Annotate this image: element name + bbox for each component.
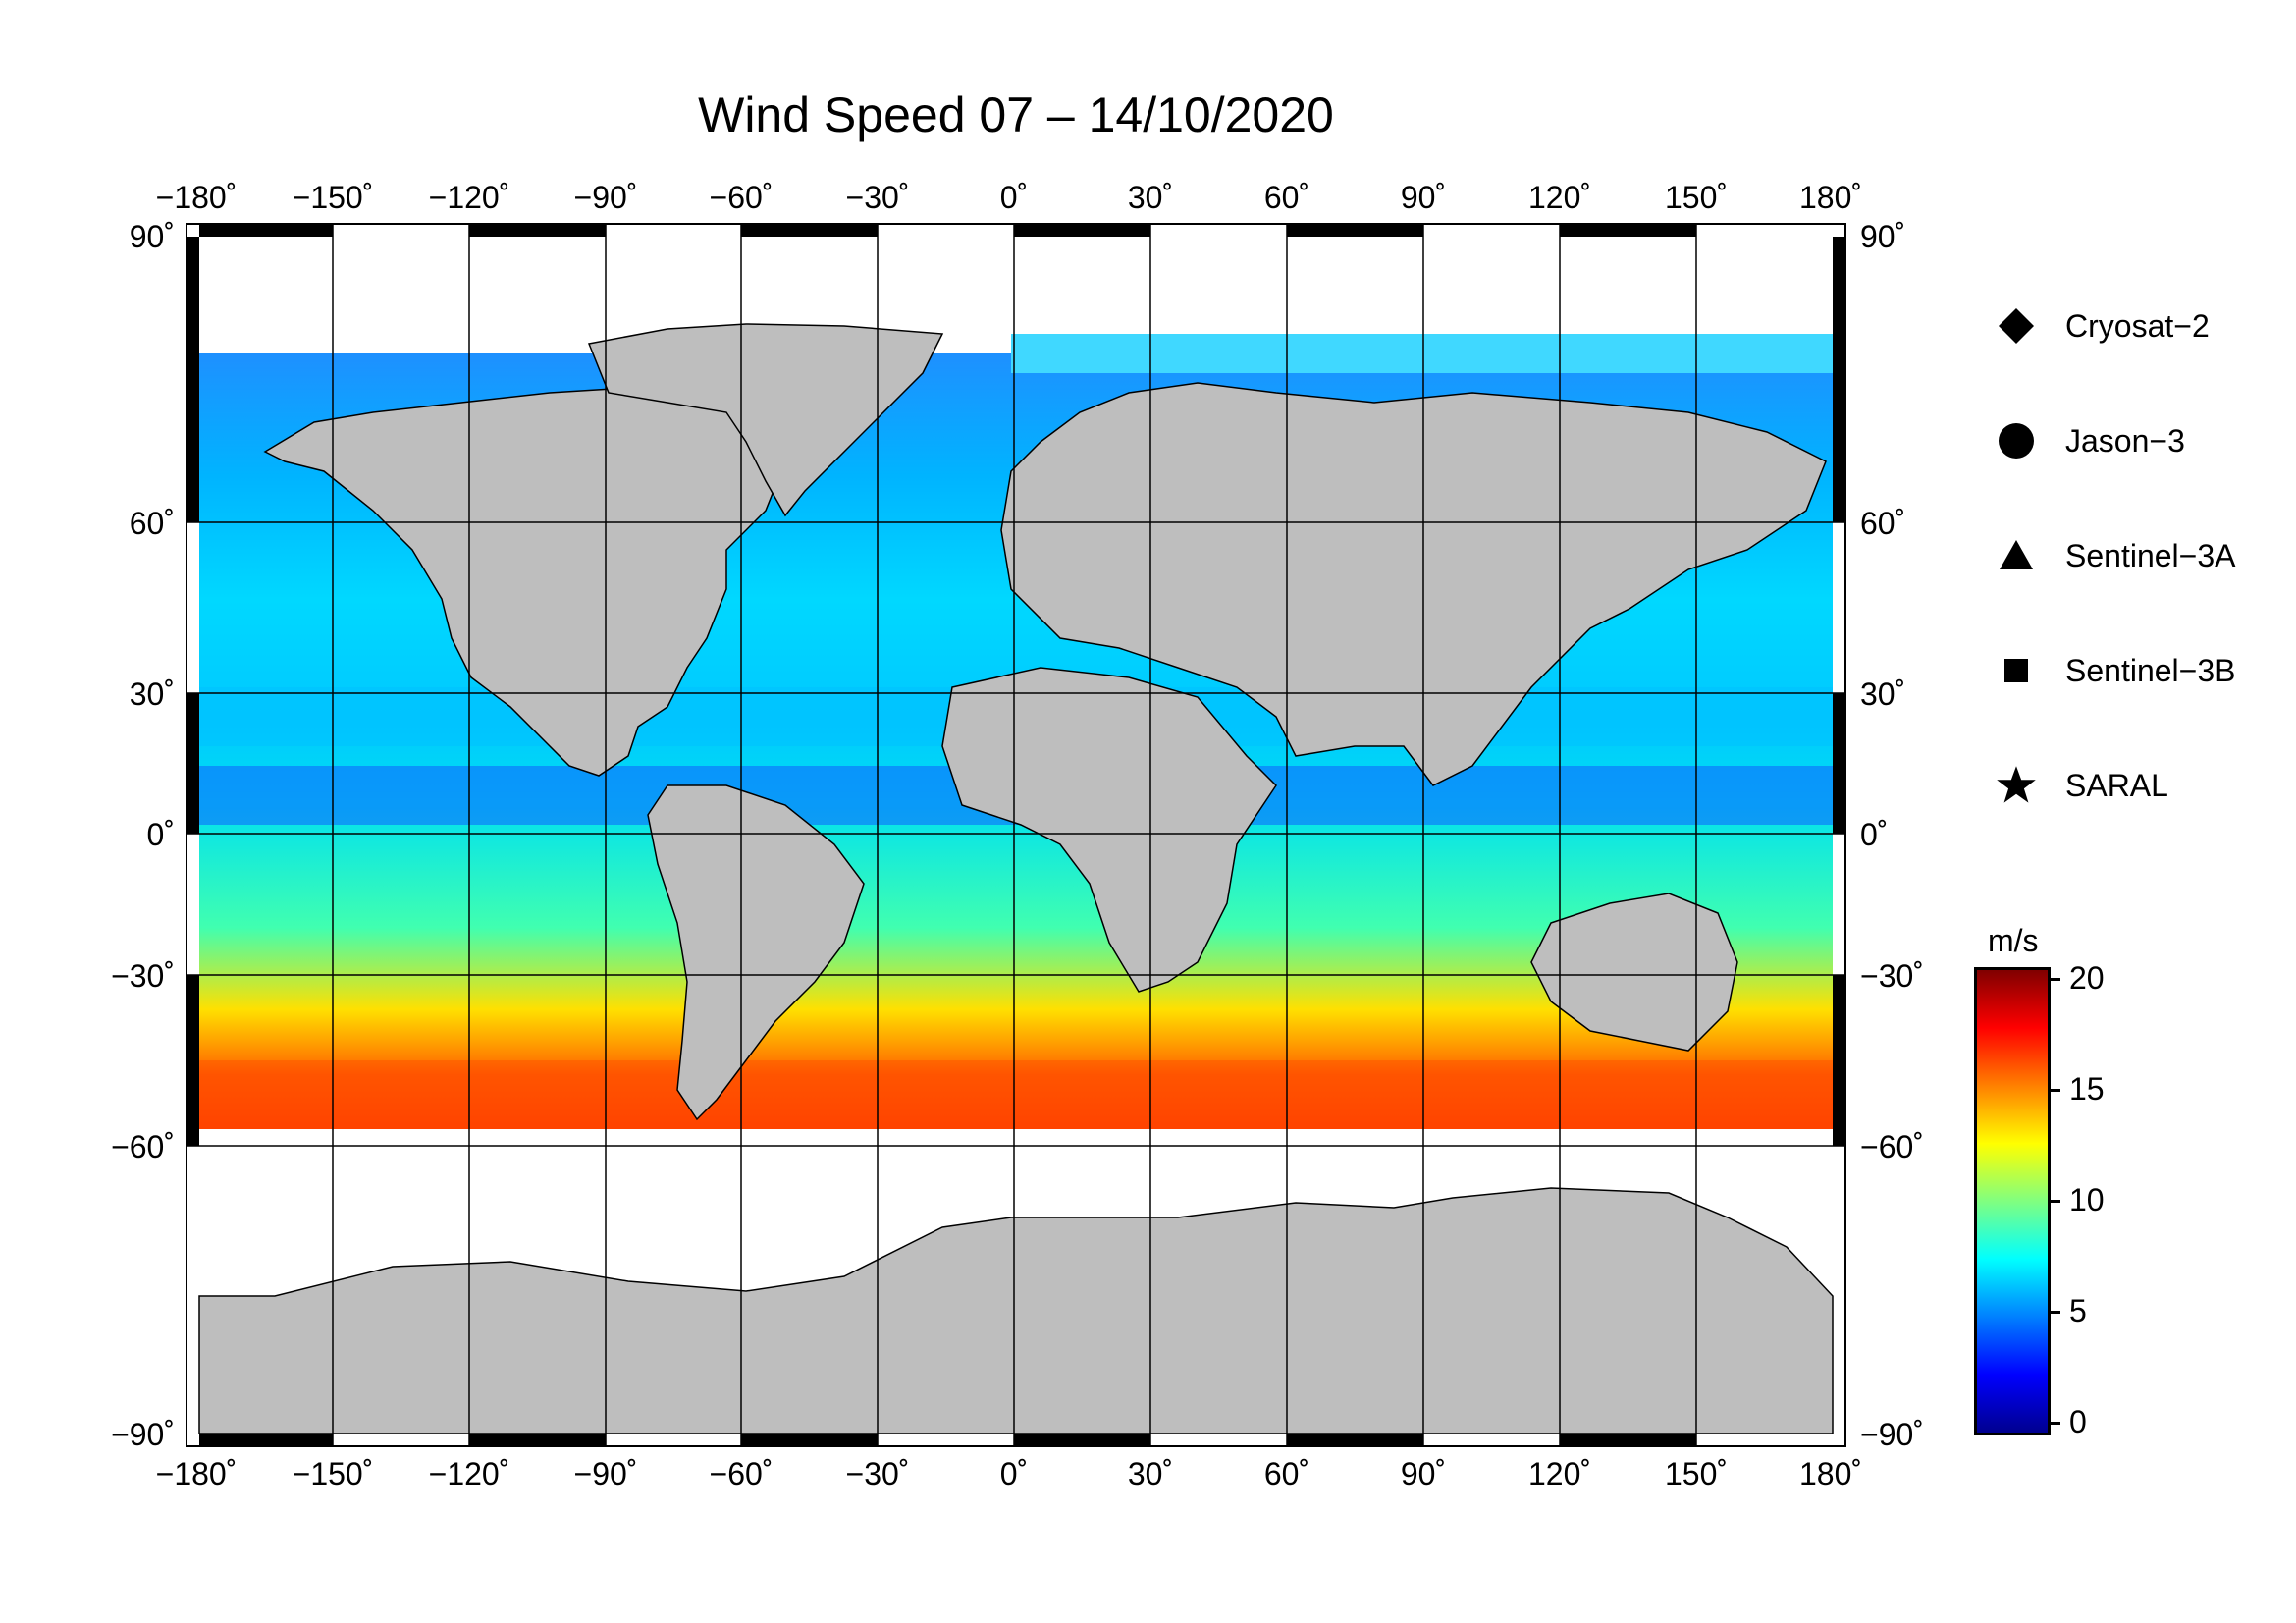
lat-tick-label: −30˚: [111, 958, 175, 994]
greenland: [587, 323, 944, 517]
lon-ticks-top: −180˚ −150˚ −120˚ −90˚ −60˚ −30˚ 0˚ 30˚ …: [156, 180, 1862, 215]
colorbar-tick-label: 20: [2069, 960, 2105, 996]
colorbar-unit: m/s: [1988, 923, 2039, 958]
lon-tick-label: 60˚: [1264, 1456, 1309, 1491]
lat-ticks-left: 90˚ 60˚ 30˚ 0˚ −30˚ −60˚ −90˚: [111, 219, 175, 1452]
legend-label: Jason−3: [2065, 422, 2185, 459]
legend-label: Sentinel−3A: [2065, 537, 2236, 573]
lon-tick-label: 150˚: [1665, 1456, 1728, 1491]
lat-tick-label: 90˚: [1860, 219, 1905, 254]
lon-tick-label: −90˚: [574, 1456, 638, 1491]
lon-tick-label: 180˚: [1799, 1456, 1862, 1491]
legend-label: Cryosat−2: [2065, 307, 2210, 344]
lon-tick-label: 120˚: [1528, 1456, 1591, 1491]
colorbar: [1974, 967, 2051, 1435]
colorbar-tick-label: 15: [2069, 1071, 2105, 1107]
lat-tick-label: −60˚: [111, 1129, 175, 1164]
star-icon: [1993, 762, 2040, 809]
lon-tick-label: −60˚: [710, 1456, 774, 1491]
lon-tick-label: −60˚: [710, 180, 774, 215]
lon-tick-label: 0˚: [1000, 1456, 1028, 1491]
graticule: [187, 224, 1845, 1446]
eurasia: [1000, 382, 1827, 786]
lat-tick-label: 30˚: [130, 676, 175, 712]
lon-tick-label: 180˚: [1799, 180, 1862, 215]
lon-tick-label: −150˚: [293, 180, 374, 215]
lat-tick-label: −90˚: [111, 1417, 175, 1452]
legend-item-sentinel-3a: Sentinel−3A: [1993, 526, 2235, 585]
legend-item-sentinel-3b: Sentinel−3B: [1993, 641, 2235, 700]
legend-label: Sentinel−3B: [2065, 652, 2236, 688]
australia: [1530, 893, 1738, 1052]
lon-tick-label: 90˚: [1401, 1456, 1446, 1491]
colorbar-tick-mark: [2051, 1311, 2060, 1314]
colorbar-tick-mark: [2051, 1089, 2060, 1092]
lon-tick-label: −90˚: [574, 180, 638, 215]
lat-tick-label: −30˚: [1860, 958, 1924, 994]
lon-tick-label: 30˚: [1128, 180, 1173, 215]
legend-item-cryosat: Cryosat−2: [1993, 297, 2210, 355]
lat-ticks-right: 90˚ 60˚ 30˚ 0˚ −30˚ −60˚ −90˚: [1860, 219, 1924, 1452]
lon-tick-label: 90˚: [1401, 180, 1446, 215]
antarctica: [198, 1187, 1834, 1434]
lon-tick-label: 60˚: [1264, 180, 1309, 215]
legend-item-saral: SARAL: [1993, 756, 2168, 815]
legend-item-jason: Jason−3: [1993, 411, 2185, 470]
lon-tick-label: −120˚: [429, 180, 510, 215]
map-border-bars: [187, 224, 1845, 1446]
map-title: Wind Speed 07 – 14/10/2020: [698, 87, 1334, 142]
arctic-wind-band: [1011, 334, 1833, 373]
land-masses: [198, 323, 1834, 1434]
lat-tick-label: −60˚: [1860, 1129, 1924, 1164]
lat-tick-label: 0˚: [1860, 817, 1888, 852]
colorbar-tick-label: 5: [2069, 1293, 2087, 1328]
lon-tick-label: 150˚: [1665, 180, 1728, 215]
colorbar-tick-label: 10: [2069, 1182, 2105, 1217]
colorbar-tick-mark: [2051, 1422, 2060, 1425]
lat-tick-label: 30˚: [1860, 676, 1905, 712]
legend-label: SARAL: [2065, 767, 2168, 803]
colorbar-tick-mark: [2051, 978, 2060, 981]
lon-tick-label: −30˚: [846, 180, 910, 215]
colorbar-tick-mark: [2051, 1200, 2060, 1203]
lon-tick-label: −180˚: [156, 180, 238, 215]
lon-tick-label: −30˚: [846, 1456, 910, 1491]
lon-tick-label: 120˚: [1528, 180, 1591, 215]
lon-tick-label: −180˚: [156, 1456, 238, 1491]
lat-tick-label: 0˚: [147, 817, 175, 852]
lon-tick-label: −120˚: [429, 1456, 510, 1491]
diamond-icon: [1993, 302, 2040, 350]
lat-tick-label: 90˚: [130, 219, 175, 254]
lon-tick-label: 30˚: [1128, 1456, 1173, 1491]
circle-icon: [1993, 417, 2040, 464]
south-america: [647, 784, 865, 1121]
lon-tick-label: 0˚: [1000, 180, 1028, 215]
triangle-icon: [1993, 532, 2040, 579]
square-icon: [1993, 647, 2040, 694]
north-america: [263, 387, 786, 777]
lat-tick-label: −90˚: [1860, 1417, 1924, 1452]
southern-storm-band: [199, 1060, 1833, 1129]
lat-tick-label: 60˚: [130, 506, 175, 541]
lon-ticks-bottom: −180˚ −150˚ −120˚ −90˚ −60˚ −30˚ 0˚ 30˚ …: [156, 1456, 1862, 1491]
lat-tick-label: 60˚: [1860, 506, 1905, 541]
lon-tick-label: −150˚: [293, 1456, 374, 1491]
colorbar-tick-label: 0: [2069, 1404, 2087, 1439]
